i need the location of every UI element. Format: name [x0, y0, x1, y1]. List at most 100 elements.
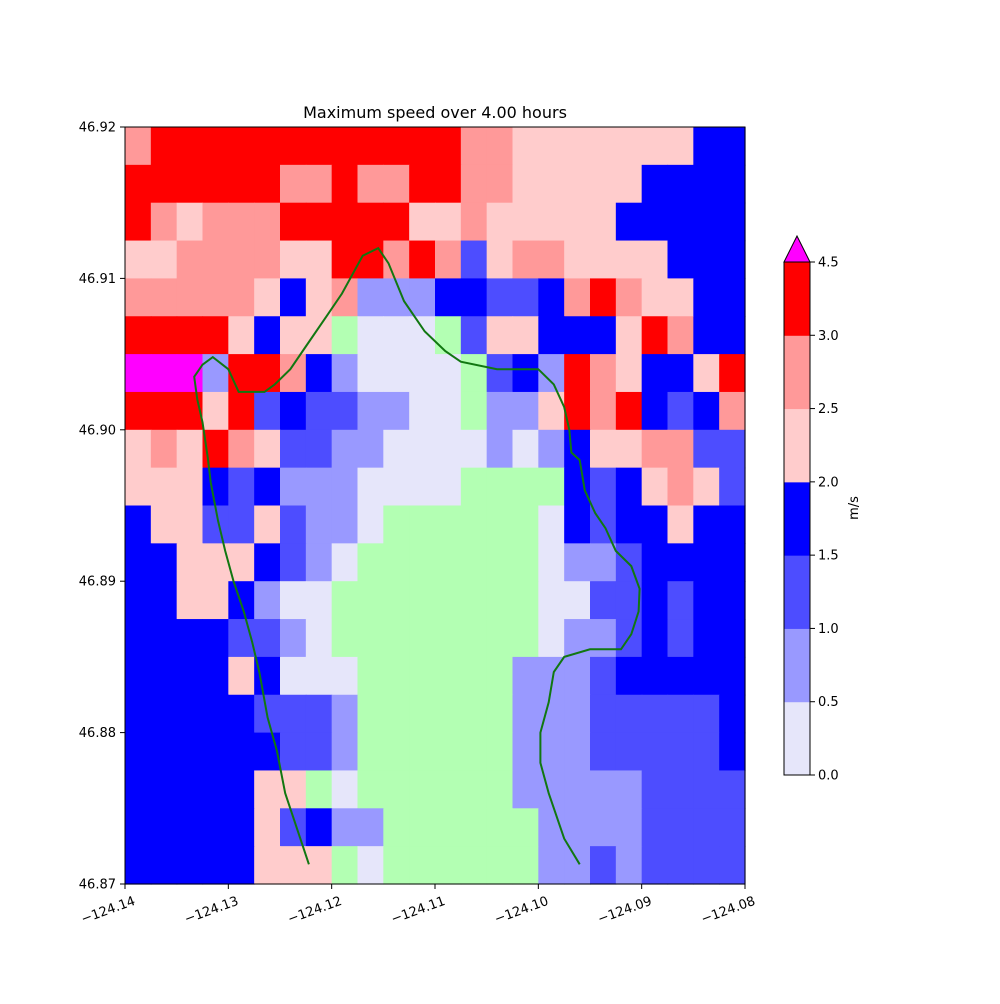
heatmap-cell [538, 619, 565, 658]
heatmap-cell [150, 467, 178, 507]
heatmap-cell [435, 467, 462, 507]
heatmap-cell [667, 202, 694, 242]
heatmap-cell [125, 127, 152, 166]
heatmap-cell [512, 581, 539, 620]
heatmap-cell [202, 619, 229, 658]
heatmap-cell [383, 619, 410, 658]
heatmap-cell [667, 581, 694, 620]
heatmap-cell [254, 316, 281, 355]
heatmap-cell [254, 164, 281, 204]
heatmap-cell [693, 619, 720, 658]
heatmap-cell [460, 164, 488, 204]
heatmap-cell [719, 619, 746, 658]
heatmap-cell [719, 202, 746, 242]
heatmap-cell [641, 619, 669, 658]
heatmap-cell [641, 240, 669, 279]
x-tick-label: −124.10 [493, 894, 551, 927]
heatmap-cell [228, 202, 255, 242]
heatmap-cell [486, 278, 514, 317]
y-tick-label: 46.92 [79, 121, 116, 136]
heatmap-cell [409, 127, 436, 166]
heatmap-cell [667, 467, 694, 507]
heatmap-cell [641, 505, 669, 544]
heatmap-cell [486, 732, 514, 772]
heatmap-cell [538, 127, 565, 166]
heatmap-cell [435, 164, 462, 204]
heatmap-cell [305, 656, 333, 696]
colorbar: 0.0 0.5 1.0 1.5 2.0 2.5 3.0 4.5 [783, 234, 839, 784]
heatmap-cell [615, 127, 643, 166]
heatmap-cell [202, 240, 229, 279]
heatmap-cell [125, 619, 152, 658]
heatmap-cell [357, 278, 384, 317]
heatmap-cell [176, 316, 204, 355]
heatmap-cell [486, 846, 514, 885]
heatmap-cell [693, 240, 720, 279]
heatmap-cell [564, 846, 591, 885]
heatmap-cell [305, 694, 333, 734]
heatmap-cell [228, 391, 255, 431]
heatmap-cell [435, 732, 462, 772]
heatmap-cell [486, 656, 514, 696]
heatmap-cell [641, 429, 669, 469]
heatmap-cell [693, 127, 720, 166]
heatmap-cell [280, 808, 307, 847]
heatmap-cell [202, 278, 229, 317]
heatmap-cell [641, 770, 669, 809]
heatmap-cell [719, 505, 746, 544]
heatmap-cell [460, 391, 488, 431]
heatmap-cell [512, 732, 539, 772]
heatmap-cell [176, 770, 204, 809]
heatmap-cell [460, 127, 488, 166]
heatmap-cell [512, 846, 539, 885]
heatmap-cell [590, 543, 617, 582]
heatmap-cell [538, 581, 565, 620]
heatmap-cell [280, 316, 307, 355]
heatmap-cell [435, 354, 462, 393]
heatmap-cell [590, 202, 617, 242]
heatmap-cell [512, 694, 539, 734]
heatmap-cell [202, 808, 229, 847]
heatmap-cell [693, 391, 720, 431]
heatmap-cell [693, 846, 720, 885]
heatmap-cell [667, 316, 694, 355]
heatmap-cell [150, 846, 178, 885]
heatmap-cell [693, 467, 720, 507]
heatmap-cell [409, 429, 436, 469]
colorbar-label: m/s [847, 496, 862, 520]
heatmap-cell [409, 467, 436, 507]
heatmap-cell [305, 278, 333, 317]
heatmap-cell [383, 164, 410, 204]
heatmap-cell [176, 354, 204, 393]
heatmap-cell [357, 316, 384, 355]
heatmap-cell [150, 694, 178, 734]
heatmap-cell [305, 391, 333, 431]
heatmap-cell [280, 846, 307, 885]
heatmap-cell [280, 581, 307, 620]
heatmap-cell [590, 127, 617, 166]
heatmap-cell [512, 505, 539, 544]
heatmap-cell [150, 619, 178, 658]
heatmap-cell [254, 240, 281, 279]
heatmap-cell [512, 619, 539, 658]
heatmap-cell [383, 467, 410, 507]
heatmap-cell [512, 164, 539, 204]
heatmap-cell [564, 202, 591, 242]
heatmap-cell [409, 278, 436, 317]
heatmap-cell [460, 770, 488, 809]
heatmap-cell [538, 429, 565, 469]
heatmap-cell [357, 656, 384, 696]
heatmap-cell [435, 543, 462, 582]
heatmap-cell [150, 127, 178, 166]
heatmap-cell [254, 467, 281, 507]
heatmap-cell [486, 164, 514, 204]
heatmap-cell [202, 770, 229, 809]
heatmap-cell [590, 619, 617, 658]
heatmap-cell [486, 619, 514, 658]
heatmap-cell [719, 240, 746, 279]
y-tick-label: 46.87 [79, 878, 116, 893]
heatmap-cell [693, 770, 720, 809]
heatmap-cell [125, 846, 152, 885]
heatmap-cell [409, 846, 436, 885]
heatmap-cell [719, 391, 746, 431]
